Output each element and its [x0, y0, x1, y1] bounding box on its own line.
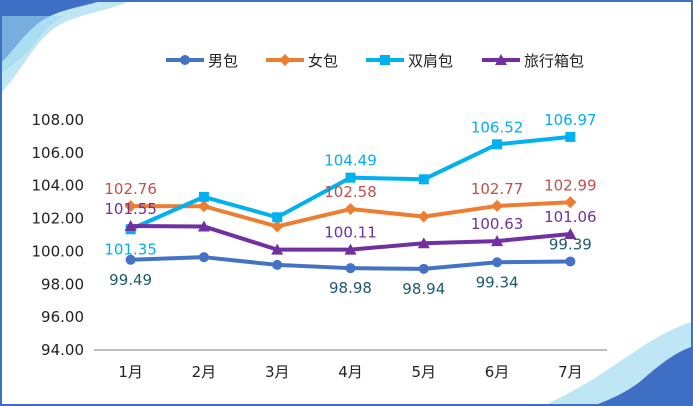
legend-marker — [495, 54, 507, 65]
data-point — [565, 256, 576, 267]
legend-label: 旅行箱包 — [524, 52, 584, 70]
data-label: 106.52 — [471, 118, 524, 136]
data-point — [124, 200, 137, 213]
y-tick-label: 96.00 — [41, 308, 84, 326]
legend-marker — [279, 54, 291, 66]
data-point — [125, 254, 136, 265]
data-point — [492, 257, 503, 268]
data-point — [564, 196, 577, 209]
data-point — [124, 219, 137, 231]
data-point — [564, 228, 577, 240]
data-label: 99.39 — [549, 235, 592, 253]
data-label: 102.77 — [471, 180, 524, 198]
y-tick-label: 108.00 — [32, 111, 85, 129]
data-label: 102.58 — [324, 183, 377, 201]
data-label: 101.06 — [544, 208, 597, 226]
x-tick-label: 1月 — [118, 363, 143, 381]
data-point — [272, 259, 283, 270]
data-label: 101.55 — [104, 200, 157, 218]
data-point — [272, 212, 283, 223]
x-tick-label: 4月 — [338, 363, 363, 381]
y-tick-label: 106.00 — [32, 144, 85, 162]
x-tick-label: 3月 — [265, 363, 290, 381]
y-tick-label: 94.00 — [41, 341, 84, 359]
y-tick-label: 104.00 — [32, 177, 85, 195]
data-point — [198, 252, 209, 263]
legend-marker — [380, 55, 390, 65]
legend-marker — [180, 55, 190, 65]
data-point — [271, 243, 284, 255]
x-tick-label: 7月 — [558, 363, 583, 381]
data-labels: 99.49 98.98 98.94 99.34 99.39 102.76 102.58 102… — [104, 111, 596, 298]
data-point — [417, 210, 430, 223]
data-label: 99.34 — [476, 273, 519, 291]
data-label: 102.76 — [104, 180, 157, 198]
x-tick-label: 5月 — [412, 363, 437, 381]
data-label: 101.35 — [104, 240, 157, 258]
data-point — [198, 191, 209, 202]
data-point — [418, 263, 429, 274]
legend-label: 女包 — [308, 52, 338, 70]
axes: 94.00 96.00 98.00 100.00 102.00 104.00 106.00 1… — [32, 111, 607, 381]
data-label: 98.98 — [329, 279, 372, 297]
data-point — [491, 235, 504, 247]
data-point — [491, 199, 504, 212]
data-point — [418, 174, 429, 185]
data-point — [492, 139, 503, 150]
bottom-right-wave-dark — [598, 347, 691, 404]
data-label: 100.63 — [471, 215, 524, 233]
y-tick-label: 102.00 — [32, 210, 85, 228]
y-tick-label: 100.00 — [32, 242, 85, 260]
legend: 男包 女包 双肩包 旅行箱包 — [166, 52, 584, 70]
top-left-wave-light — [2, 16, 64, 72]
legend-label: 双肩包 — [408, 52, 453, 70]
data-label: 98.94 — [402, 280, 445, 298]
data-point — [197, 220, 210, 232]
data-point — [565, 131, 576, 142]
data-label: 102.99 — [544, 176, 597, 194]
data-point — [345, 263, 356, 274]
data-point — [344, 203, 357, 216]
x-tick-label: 6月 — [485, 363, 510, 381]
data-label: 99.49 — [109, 271, 152, 289]
data-point — [271, 220, 284, 233]
data-label: 100.11 — [324, 224, 377, 242]
data-label: 106.97 — [544, 111, 597, 129]
data-point — [417, 237, 430, 249]
data-point — [344, 243, 357, 255]
x-tick-label: 2月 — [192, 363, 217, 381]
series-layer — [124, 131, 577, 274]
legend-label: 男包 — [208, 52, 238, 70]
y-tick-label: 98.00 — [41, 275, 84, 293]
data-point — [345, 172, 356, 183]
data-point — [197, 200, 210, 213]
data-label: 104.49 — [324, 152, 377, 170]
